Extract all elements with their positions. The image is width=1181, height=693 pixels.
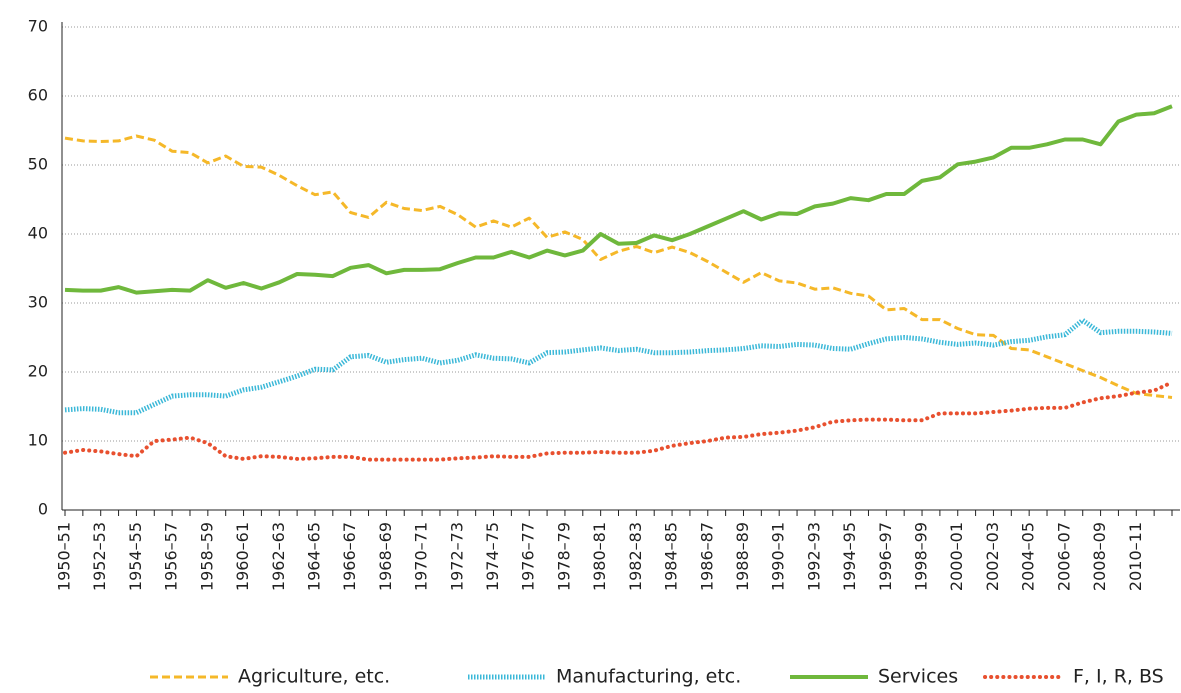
x-tick-label: 2010–11 bbox=[1126, 522, 1145, 591]
x-tick-label: 1950–51 bbox=[55, 522, 74, 591]
x-tick-label: 1976–77 bbox=[519, 522, 538, 591]
x-tick-label: 1968–69 bbox=[376, 522, 395, 591]
y-tick-label: 20 bbox=[28, 362, 48, 381]
x-tick-label: 1954–55 bbox=[126, 522, 145, 591]
x-tick-label: 1988–89 bbox=[733, 522, 752, 591]
x-tick-label: 2004–05 bbox=[1019, 522, 1038, 591]
y-tick-label: 30 bbox=[28, 293, 48, 312]
x-tick-label: 2002–03 bbox=[983, 522, 1002, 591]
legend-label: F, I, R, BS bbox=[1073, 666, 1164, 688]
x-tick-label: 2006–07 bbox=[1054, 522, 1073, 591]
y-tick-label: 40 bbox=[28, 224, 48, 243]
y-tick-label: 10 bbox=[28, 431, 48, 450]
x-tick-label: 1956–57 bbox=[162, 522, 181, 591]
x-tick-label: 1986–87 bbox=[697, 522, 716, 591]
x-tick-label: 1952–53 bbox=[90, 522, 109, 591]
x-tick-label: 1962–63 bbox=[269, 522, 288, 591]
x-tick-label: 1982–83 bbox=[626, 522, 645, 591]
x-tick-label: 1960–61 bbox=[233, 522, 252, 591]
series-line bbox=[64, 134, 1173, 399]
series-line bbox=[64, 104, 1173, 295]
x-tick-label: 1996–97 bbox=[876, 522, 895, 591]
x-tick-label: 1974–75 bbox=[483, 522, 502, 591]
x-tick-label: 1990–91 bbox=[769, 522, 788, 591]
series-line bbox=[63, 380, 1174, 462]
x-tick-label: 1964–65 bbox=[304, 522, 323, 591]
y-tick-label: 0 bbox=[38, 500, 48, 519]
x-tick-label: 2008–09 bbox=[1090, 522, 1109, 591]
legend-label: Manufacturing, etc. bbox=[556, 666, 741, 688]
x-tick-label: 1970–71 bbox=[412, 522, 431, 591]
x-tick-label: 1998–99 bbox=[912, 522, 931, 591]
x-tick-label: 1958–59 bbox=[197, 522, 216, 591]
x-tick-label: 1992–93 bbox=[804, 522, 823, 591]
x-tick-label: 1980–81 bbox=[590, 522, 609, 591]
x-tick-label: 1966–67 bbox=[340, 522, 359, 591]
x-tick-label: 2000–01 bbox=[947, 522, 966, 591]
y-tick-label: 50 bbox=[28, 155, 48, 174]
series-line bbox=[64, 317, 1173, 416]
x-tick-label: 1972–73 bbox=[447, 522, 466, 591]
x-tick-label: 1984–85 bbox=[662, 522, 681, 591]
x-tick-label: 1978–79 bbox=[554, 522, 573, 591]
y-tick-label: 60 bbox=[28, 86, 48, 105]
legend-label: Agriculture, etc. bbox=[238, 666, 390, 688]
x-tick-label: 1994–95 bbox=[840, 522, 859, 591]
legend-label: Services bbox=[878, 666, 958, 688]
y-tick-label: 70 bbox=[28, 17, 48, 36]
